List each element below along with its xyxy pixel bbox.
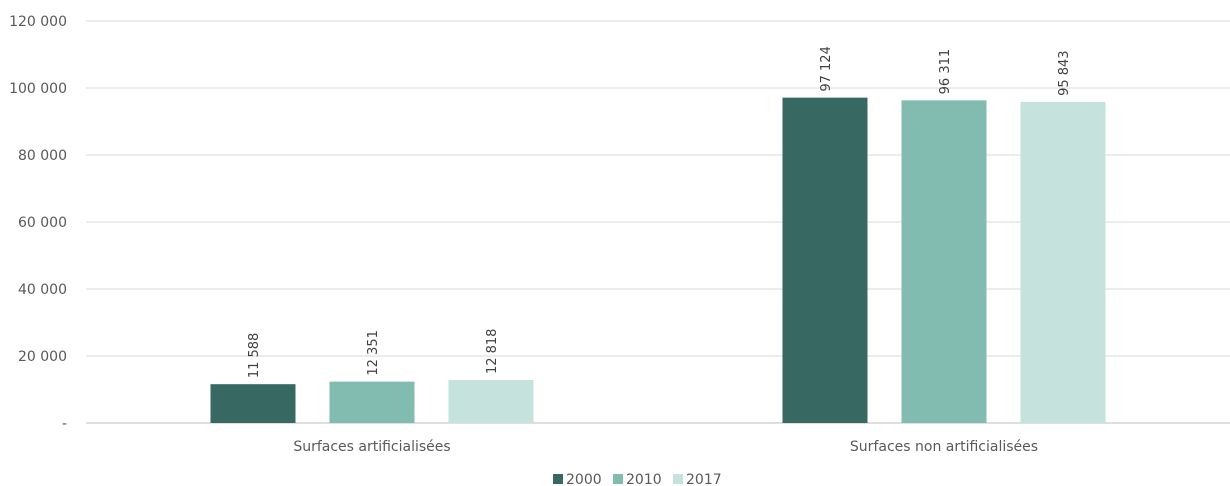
data-label: 96 311 xyxy=(938,49,953,95)
bar-2000 xyxy=(210,384,296,423)
y-tick-label: 60 000 xyxy=(18,215,67,231)
x-axis-categories: Surfaces artificialisées Surfaces non art… xyxy=(293,439,1038,455)
y-tick-label: 40 000 xyxy=(18,282,67,298)
bar-2017 xyxy=(448,380,534,423)
legend: 2000 2010 2017 xyxy=(553,472,722,486)
bars xyxy=(210,97,1106,424)
x-category-label: Surfaces non artificialisées xyxy=(850,439,1038,455)
bar-2000 xyxy=(782,97,868,424)
data-label: 95 843 xyxy=(1057,50,1072,96)
legend-label: 2000 xyxy=(566,472,602,486)
y-tick-label: - xyxy=(62,416,67,432)
y-tick-label: 100 000 xyxy=(9,81,67,97)
gridlines xyxy=(86,20,1230,424)
bar-2010 xyxy=(329,381,415,423)
legend-swatch-2010 xyxy=(613,474,623,484)
legend-swatch-2000 xyxy=(553,474,563,484)
x-category-label: Surfaces artificialisées xyxy=(293,439,450,455)
data-labels: 11 588 12 351 12 818 97 124 96 311 95 843 xyxy=(247,46,1072,378)
y-tick-label: 20 000 xyxy=(18,349,67,365)
legend-label: 2017 xyxy=(686,472,722,486)
legend-swatch-2017 xyxy=(673,474,683,484)
legend-label: 2010 xyxy=(626,472,662,486)
y-tick-label: 80 000 xyxy=(18,148,67,164)
bar-2010 xyxy=(901,100,987,423)
data-label: 12 818 xyxy=(485,329,500,375)
y-axis-ticks: - 20 000 40 000 60 000 80 000 100 000 120 000 xyxy=(9,14,67,432)
data-label: 97 124 xyxy=(819,46,834,92)
y-tick-label: 120 000 xyxy=(9,14,67,30)
data-label: 12 351 xyxy=(366,330,381,376)
data-label: 11 588 xyxy=(247,333,262,379)
bar-2017 xyxy=(1020,101,1106,423)
